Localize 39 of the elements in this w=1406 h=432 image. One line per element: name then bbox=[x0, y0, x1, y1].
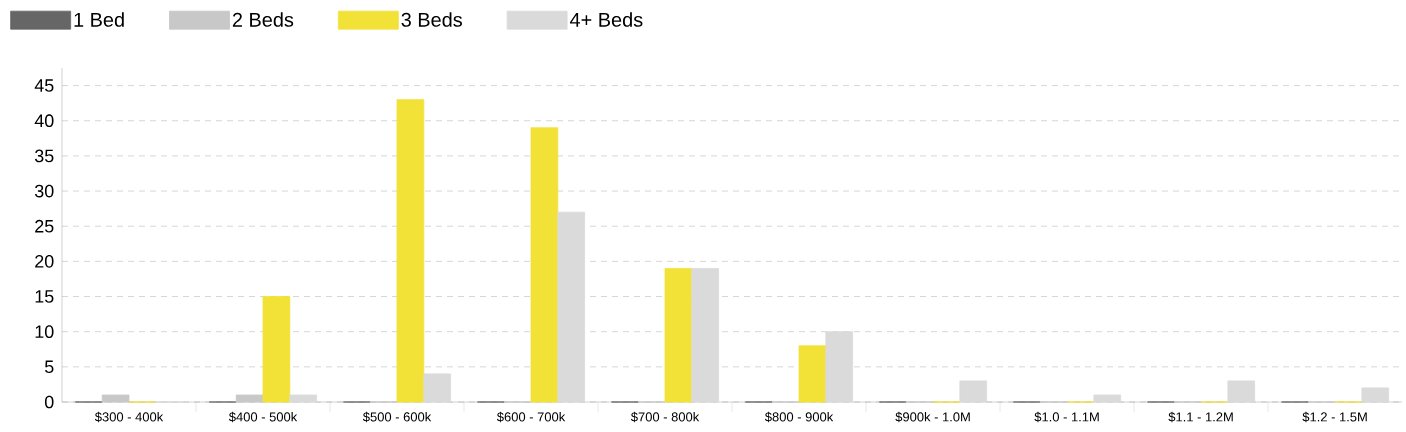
bar bbox=[798, 345, 827, 403]
y-tick-label: 25 bbox=[35, 219, 54, 233]
x-tick-label: $900k - 1.0M bbox=[895, 411, 970, 423]
bar bbox=[664, 268, 693, 403]
bar bbox=[235, 394, 264, 403]
y-tick-label: 15 bbox=[35, 290, 54, 303]
legend-label: 3 Beds bbox=[401, 12, 462, 27]
bar bbox=[1361, 387, 1390, 403]
bar bbox=[101, 394, 130, 403]
x-tick-label: $700 - 800k bbox=[630, 411, 700, 423]
bar bbox=[423, 373, 452, 403]
bar bbox=[396, 99, 425, 403]
x-tick-label: $1.1 - 1.2M bbox=[1168, 411, 1233, 423]
y-tick-label: 35 bbox=[34, 149, 54, 163]
bar bbox=[959, 380, 988, 403]
y-tick-label: 40 bbox=[34, 114, 54, 128]
bar bbox=[262, 296, 291, 403]
y-tick-label: 10 bbox=[35, 325, 54, 339]
x-tick-label: $300 - 400k bbox=[94, 411, 164, 423]
legend-label: 4+ Beds bbox=[569, 12, 643, 27]
bar bbox=[289, 394, 318, 403]
bar bbox=[1093, 394, 1122, 403]
y-tick-label: 45 bbox=[34, 79, 54, 92]
y-tick-label: 20 bbox=[35, 255, 54, 268]
legend-label: 2 Beds bbox=[232, 12, 294, 27]
bar bbox=[1227, 380, 1256, 403]
x-tick-label: $1.0 - 1.1M bbox=[1034, 411, 1099, 423]
y-tick-label: 5 bbox=[44, 360, 54, 374]
y-tick-label: 0 bbox=[44, 395, 54, 409]
legend-label: 1 Bed bbox=[74, 12, 124, 27]
y-tick-label: 30 bbox=[34, 184, 54, 198]
x-tick-label: $1.2 - 1.5M bbox=[1302, 411, 1367, 423]
bar bbox=[530, 127, 559, 403]
x-tick-label: $800 - 900k bbox=[764, 411, 834, 423]
x-tick-label: $500 - 600k bbox=[362, 411, 432, 423]
bar bbox=[691, 268, 720, 403]
x-tick-label: $400 - 500k bbox=[228, 411, 298, 423]
x-tick-label: $600 - 700k bbox=[496, 411, 566, 423]
bar bbox=[557, 211, 586, 403]
